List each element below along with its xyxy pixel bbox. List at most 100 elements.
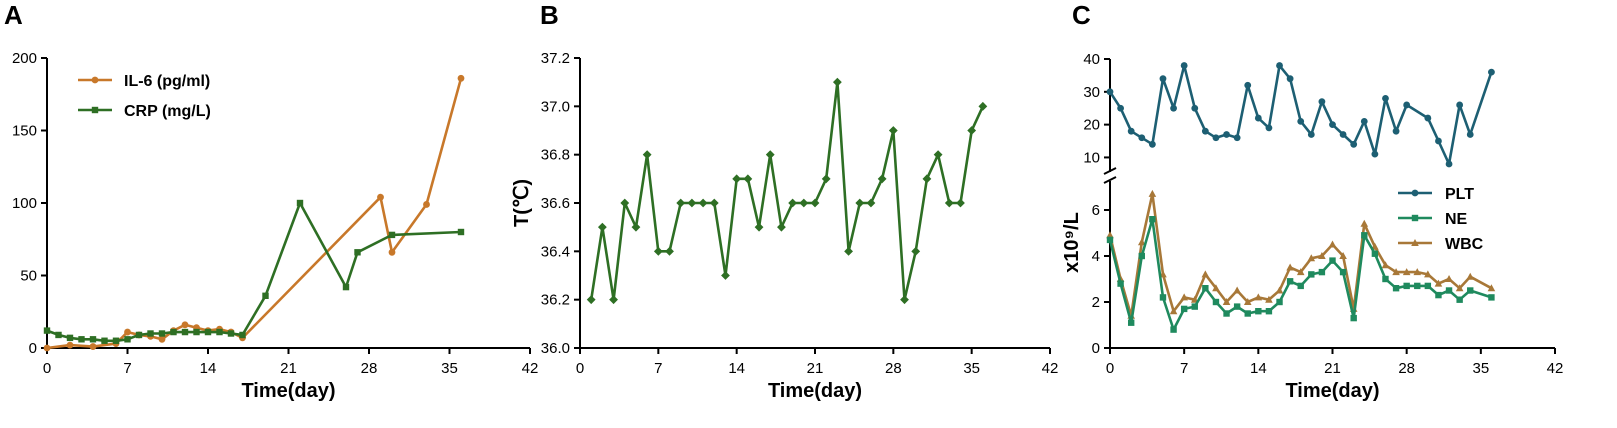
- y-tick-label: 2: [1092, 294, 1100, 311]
- x-tick-label: 21: [1324, 360, 1341, 377]
- wbc-point: [1381, 261, 1390, 269]
- legend-label: NE: [1445, 211, 1468, 228]
- crp-point: [135, 331, 143, 339]
- ne-point: [1170, 326, 1177, 333]
- ne-point: [1371, 250, 1379, 257]
- plt-point: [1371, 150, 1379, 158]
- x-tick-label: 28: [1398, 360, 1415, 377]
- legend-label: WBC: [1445, 236, 1484, 253]
- ne-point: [1286, 278, 1294, 285]
- crp-point: [216, 328, 223, 336]
- y-tick-label: 36.0: [541, 340, 570, 357]
- x-axis-title: Time(day): [241, 380, 335, 402]
- y-tick-label: 150: [12, 123, 37, 140]
- temperature-point: [967, 126, 977, 135]
- ne-point: [1191, 303, 1198, 310]
- ne-point: [1180, 305, 1188, 313]
- wbc-point: [1360, 219, 1369, 227]
- crp-point: [78, 336, 85, 343]
- temperature-point: [810, 198, 820, 208]
- y-tick-label: 10: [1083, 149, 1100, 166]
- crp-point: [112, 337, 120, 344]
- plt-point: [1223, 131, 1230, 138]
- temperature-point: [653, 246, 663, 256]
- temperature-point: [687, 198, 697, 208]
- temperature-point: [978, 101, 988, 111]
- legend-label: PLT: [1445, 186, 1474, 203]
- il6-point: [423, 201, 430, 208]
- wbc-point: [1106, 231, 1114, 239]
- wbc-point: [1307, 254, 1316, 262]
- plt-point: [1233, 134, 1241, 142]
- plt-point: [1127, 127, 1135, 135]
- wbc-point: [1212, 284, 1220, 292]
- ne-point: [1276, 298, 1283, 306]
- y-tick-label: 36.8: [541, 147, 570, 164]
- wbc-point: [1487, 284, 1496, 292]
- temperature-point: [855, 198, 865, 208]
- crp-point: [158, 330, 166, 337]
- temperature-point: [832, 77, 842, 87]
- crp-point: [43, 327, 51, 334]
- y-tick-label: 6: [1092, 202, 1100, 219]
- plt-point: [1382, 94, 1389, 102]
- plt-point: [1148, 140, 1156, 148]
- ne-point: [1456, 296, 1463, 303]
- il6-point: [66, 341, 74, 349]
- plt-point: [1265, 124, 1273, 132]
- plt-point: [1392, 127, 1400, 135]
- x-axis-title: Time(day): [1285, 380, 1379, 402]
- panel-letter-a: A: [4, 0, 23, 30]
- temperature-point: [754, 222, 764, 232]
- plt-point: [1138, 134, 1146, 142]
- crp-point: [101, 337, 108, 344]
- y-tick-label: 4: [1092, 248, 1100, 265]
- panel-letter-b: B: [540, 0, 559, 30]
- temperature-point: [620, 198, 630, 208]
- y-tick-label: 37.2: [541, 50, 570, 67]
- temperature-point: [900, 295, 909, 305]
- temperature-point: [956, 198, 965, 208]
- crp-point: [89, 336, 97, 343]
- ne-point: [1265, 308, 1273, 315]
- crp-point: [204, 328, 212, 336]
- axis-break-mark: [1103, 176, 1117, 184]
- x-tick-label: 7: [654, 360, 662, 377]
- plt-point: [1456, 101, 1464, 109]
- plt-point: [1445, 160, 1453, 168]
- temperature-point: [788, 198, 798, 208]
- plt-point: [1307, 131, 1315, 138]
- legend-marker: [1411, 214, 1419, 222]
- plt-point: [1201, 127, 1209, 135]
- wbc-point: [1296, 268, 1305, 276]
- legend-marker: [1411, 189, 1419, 197]
- plt-line: [1108, 64, 1493, 166]
- plt-point: [1350, 140, 1358, 148]
- ne-point: [1361, 232, 1368, 239]
- axis-break-mark: [1103, 167, 1117, 175]
- ne-point: [1445, 287, 1453, 294]
- temperature-point: [665, 246, 674, 256]
- ne-point: [1117, 280, 1124, 287]
- ne-point: [1488, 294, 1495, 301]
- crp-point: [262, 292, 269, 299]
- y-tick-label: 36.2: [541, 292, 570, 309]
- legend-label: CRP (mg/L): [124, 103, 211, 120]
- crp-point: [342, 283, 350, 291]
- panel-letter-c: C: [1072, 0, 1091, 30]
- x-tick-label: 21: [280, 360, 297, 377]
- ne-point: [1244, 310, 1251, 317]
- wbc-point: [1243, 298, 1252, 305]
- temperature-point: [732, 174, 742, 184]
- temperature-point: [911, 246, 921, 256]
- il6-point: [457, 74, 465, 82]
- x-tick-label: 0: [43, 360, 51, 377]
- ne-point: [1414, 282, 1421, 290]
- crp-point: [193, 328, 200, 336]
- il6-point: [388, 248, 396, 256]
- ne-point: [1212, 298, 1220, 306]
- il6-point: [158, 335, 166, 343]
- temperature-point: [844, 246, 853, 256]
- temperature-point: [777, 222, 786, 232]
- y-tick-label: 200: [12, 50, 37, 67]
